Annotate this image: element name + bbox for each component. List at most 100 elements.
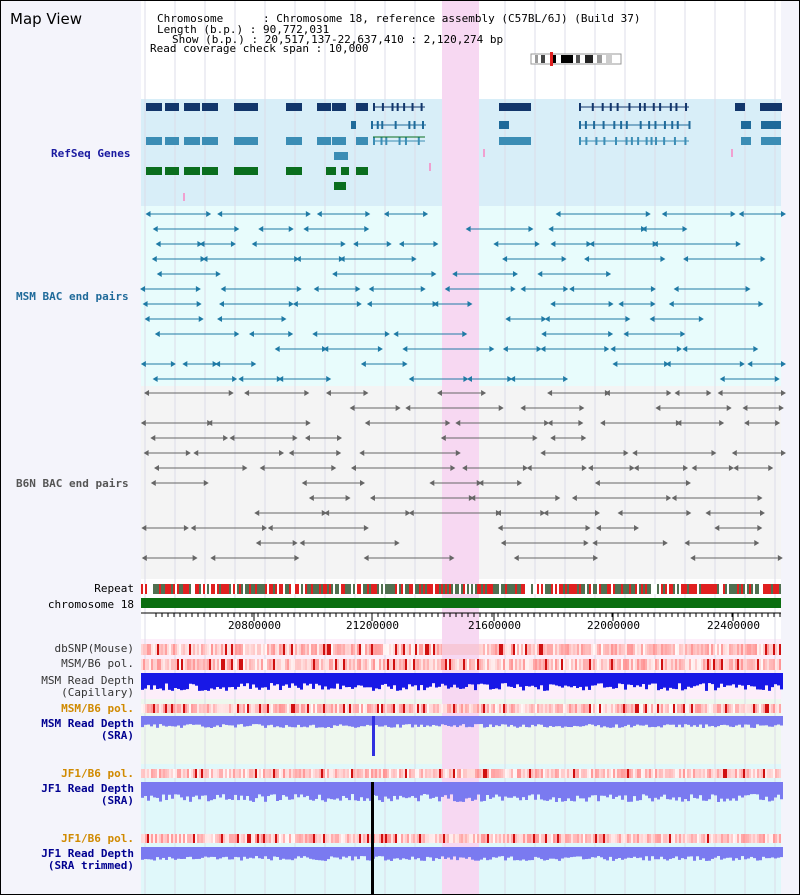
msm-sra-pol-heat — [719, 704, 721, 713]
jf1-trim-pol-heat — [475, 834, 477, 843]
jf1-trim-pol-heat — [555, 834, 557, 843]
repeat-segment — [317, 584, 319, 594]
jf1-trim-pol-heat — [295, 834, 297, 843]
jf1-sra-depth — [519, 782, 522, 801]
msm-pol-heat — [773, 659, 775, 670]
jf1-trim-pol-heat — [715, 834, 717, 843]
jf1-pol-heat — [503, 769, 505, 778]
jf1-pol-heat — [415, 769, 417, 778]
msm-pol-heat — [405, 659, 407, 670]
msm-sra-pol-heat — [211, 704, 213, 713]
repeat-segment — [637, 584, 639, 594]
axis-tick-label: 21200000 — [346, 619, 399, 632]
repeat-segment — [193, 584, 195, 594]
msm-sra-pol-heat — [355, 704, 357, 713]
msm-pol-heat — [659, 659, 661, 670]
msm-cap-depth — [708, 673, 711, 684]
jf1-sra-depth — [192, 782, 195, 797]
jf1-pol-heat — [497, 769, 499, 778]
b6n-bac-pair-end — [193, 450, 199, 456]
repeat-segment — [525, 584, 527, 594]
msm-pol-heat — [367, 659, 369, 670]
msm-bac-pair-end — [682, 346, 688, 352]
b6n-bac-pair-end — [666, 390, 672, 396]
msm-sra-depth — [270, 716, 273, 725]
jf1-trim-depth — [186, 847, 189, 858]
jf1-trim-depth — [351, 847, 354, 861]
msm-pol-heat — [607, 659, 609, 670]
dbsnp-heat — [653, 644, 655, 655]
dbsnp-heat — [159, 644, 161, 655]
msm-pol-heat — [301, 659, 303, 670]
jf1-sra-depth — [381, 782, 384, 802]
msm-sra-pol-heat — [509, 704, 511, 713]
jf1-pol-heat — [553, 769, 555, 778]
msm-sra-pol-heat — [329, 704, 331, 713]
jf1-trim-depth — [204, 847, 207, 857]
msm-bac-pair-end — [652, 241, 658, 247]
repeat-segment — [591, 584, 593, 594]
jf1-pol-heat — [243, 769, 245, 778]
jf1-sra-depth — [231, 782, 234, 800]
jf1-pol-heat — [487, 769, 489, 778]
jf1-sra-depth — [198, 782, 201, 800]
msm-sra-pol-heat — [711, 704, 713, 713]
jf1-pol-heat — [453, 769, 455, 778]
repeat-segment — [413, 584, 415, 594]
jf1-pol-heat — [289, 769, 291, 778]
msm-pol-heat — [615, 659, 617, 670]
b6n-bac-pair-end — [294, 555, 300, 561]
msm-sra-pol-heat — [501, 704, 503, 713]
msm-sra-pol-heat — [241, 704, 243, 713]
jf1-trim-depth — [588, 847, 591, 859]
dbsnp-heat — [203, 644, 205, 655]
msm-pol-heat — [725, 659, 727, 670]
jf1-trim-pol-heat — [423, 834, 425, 843]
jf1-sra-depth — [147, 782, 150, 801]
msm-sra-pol-heat — [667, 704, 669, 713]
repeat-segment — [205, 584, 207, 594]
jf1-trim-pol-heat — [411, 834, 413, 843]
dbsnp-heat — [739, 644, 741, 655]
jf1-trim-pol-heat — [225, 834, 227, 843]
gene-exon — [381, 103, 384, 111]
jf1-trim-pol-heat — [245, 834, 247, 843]
jf1-pol-heat — [691, 769, 693, 778]
track-label-msm-bac: MSM BAC end pairs — [16, 290, 129, 303]
jf1-trim-depth — [381, 847, 384, 857]
page-title: Map View — [10, 10, 83, 28]
b6n-bac-pair-end — [623, 450, 629, 456]
msm-sra-depth — [258, 716, 261, 725]
msm-pol-heat — [205, 659, 207, 670]
jf1-trim-pol-heat — [379, 834, 381, 843]
repeat-segment — [439, 584, 441, 594]
jf1-trim-pol-heat — [639, 834, 641, 843]
jf1-trim-pol-heat — [353, 834, 355, 843]
jf1-pol-heat — [517, 769, 519, 778]
msm-cap-depth — [219, 673, 222, 689]
msm-sra-depth — [366, 716, 369, 725]
msm-cap-depth — [249, 673, 252, 689]
msm-sra-depth — [360, 716, 363, 727]
jf1-trim-depth — [153, 847, 156, 861]
jf1-trim-depth — [378, 847, 381, 857]
msm-cap-depth — [699, 673, 702, 685]
msm-sra-depth — [582, 716, 585, 727]
dbsnp-heat — [561, 644, 563, 655]
msm-sra-pol-heat — [141, 704, 143, 713]
msm-pol-heat — [321, 659, 323, 670]
msm-pol-heat — [595, 659, 597, 670]
jf1-sra-depth — [267, 782, 270, 797]
b6n-bac-pair-end — [547, 420, 553, 426]
repeat-segment — [379, 584, 381, 594]
msm-cap-depth — [765, 673, 768, 686]
dbsnp-heat — [761, 644, 763, 655]
jf1-trim-depth — [591, 847, 594, 858]
repeat-segment — [425, 584, 427, 594]
jf1-trim-pol-heat — [689, 834, 691, 843]
jf1-sra-depth — [471, 782, 474, 801]
msm-sra-pol-heat — [677, 704, 679, 713]
jf1-trim-depth — [156, 847, 159, 858]
repeat-segment — [507, 584, 509, 594]
